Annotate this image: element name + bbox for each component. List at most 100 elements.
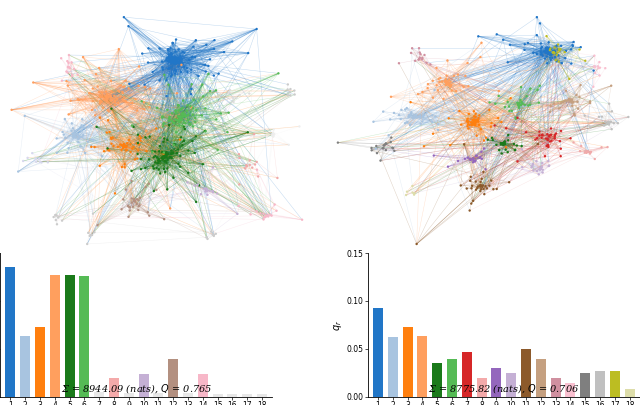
Point xyxy=(125,134,136,141)
Point xyxy=(158,121,168,127)
Point xyxy=(469,119,479,126)
Point xyxy=(193,73,204,79)
Point xyxy=(593,63,603,70)
Point xyxy=(196,112,207,119)
Point xyxy=(102,92,112,99)
Point xyxy=(585,98,595,104)
Point xyxy=(580,149,590,156)
Point xyxy=(117,89,127,95)
Point xyxy=(168,55,179,62)
Point xyxy=(536,40,546,47)
Point xyxy=(465,207,475,214)
Point xyxy=(417,89,428,95)
Point xyxy=(582,148,593,155)
Point xyxy=(266,212,276,219)
Point xyxy=(385,116,396,123)
Point xyxy=(497,140,508,146)
Point xyxy=(179,124,189,130)
Point xyxy=(565,135,575,141)
Point xyxy=(164,116,175,123)
Point xyxy=(120,83,130,90)
Point xyxy=(258,211,268,217)
Point xyxy=(269,131,279,137)
Point xyxy=(113,128,124,134)
Point xyxy=(537,160,547,166)
Point xyxy=(474,155,484,161)
Point xyxy=(94,65,104,71)
Point xyxy=(97,92,108,98)
Bar xyxy=(65,275,75,397)
Bar xyxy=(550,378,561,397)
Point xyxy=(70,131,80,138)
Point xyxy=(454,108,465,114)
Point xyxy=(140,81,150,88)
Point xyxy=(472,132,482,139)
Point xyxy=(542,131,552,137)
Point xyxy=(127,199,137,206)
Point xyxy=(211,87,221,94)
Point xyxy=(168,54,178,61)
Point xyxy=(90,229,100,235)
Point xyxy=(595,72,605,79)
Point xyxy=(102,96,112,103)
Point xyxy=(498,142,508,148)
Point xyxy=(602,121,612,127)
Point xyxy=(401,192,412,198)
Point xyxy=(513,115,523,121)
Point xyxy=(112,96,122,102)
Point xyxy=(510,147,520,153)
Point xyxy=(43,159,53,166)
Point xyxy=(255,210,266,216)
Point xyxy=(93,83,103,90)
Point xyxy=(136,135,146,141)
Point xyxy=(79,124,89,131)
Point xyxy=(470,113,481,120)
Point xyxy=(465,122,475,128)
Point xyxy=(252,159,262,165)
Point xyxy=(476,179,486,185)
Point xyxy=(177,113,188,120)
Point xyxy=(262,134,272,140)
Point xyxy=(440,79,451,85)
Point xyxy=(103,94,113,100)
Point xyxy=(566,60,577,67)
Point xyxy=(575,82,586,88)
Point xyxy=(535,166,545,173)
Point xyxy=(34,156,44,162)
Point xyxy=(493,93,504,99)
Point xyxy=(419,143,429,149)
Point xyxy=(62,58,72,64)
Point xyxy=(514,104,524,111)
Bar xyxy=(138,374,148,397)
Point xyxy=(75,143,85,149)
Point xyxy=(470,178,481,185)
Point xyxy=(162,151,172,158)
Point xyxy=(400,106,410,113)
Point xyxy=(481,166,491,173)
Point xyxy=(77,116,88,122)
Point xyxy=(487,134,497,141)
Bar xyxy=(257,394,267,397)
Point xyxy=(132,196,142,202)
Point xyxy=(532,32,542,38)
Point xyxy=(546,51,556,57)
Point xyxy=(177,113,188,120)
Point xyxy=(173,160,184,167)
Point xyxy=(157,156,168,163)
Point xyxy=(516,146,527,153)
Point xyxy=(596,144,607,151)
Point xyxy=(458,83,468,90)
Point xyxy=(170,70,180,77)
Point xyxy=(167,110,177,117)
Point xyxy=(522,93,532,99)
Point xyxy=(470,122,481,128)
Point xyxy=(73,96,83,102)
Point xyxy=(545,45,556,52)
Point xyxy=(102,146,113,153)
Point xyxy=(166,59,177,65)
Point xyxy=(548,49,559,55)
Point xyxy=(177,111,188,117)
Point xyxy=(580,113,590,119)
Point xyxy=(162,186,172,193)
Point xyxy=(168,58,178,64)
